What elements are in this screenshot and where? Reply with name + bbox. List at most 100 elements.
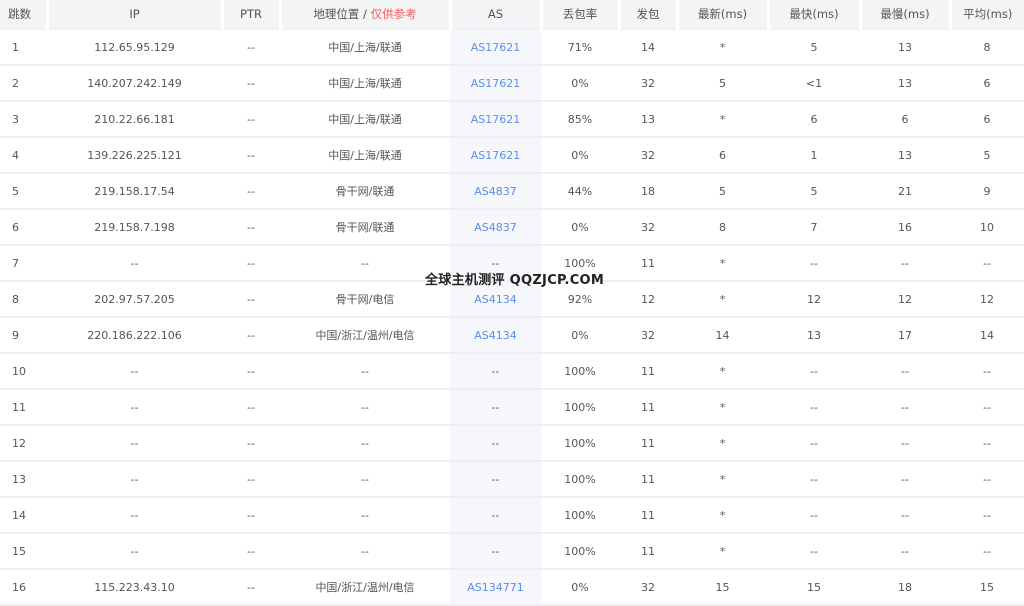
cell-geo: -- [280,497,450,534]
cell-geo: -- [280,425,450,462]
cell-last: 14 [677,317,768,354]
cell-as: -- [450,245,541,282]
table-row: 2 140.207.242.149 -- 中国/上海/联通 AS17621 0% 32 5 <1… [0,65,1024,102]
cell-last: 8 [677,209,768,246]
cell-hop: 8 [0,281,47,318]
cell-hop: 3 [0,101,47,138]
cell-worst: 13 [860,65,950,102]
cell-best: 5 [768,29,860,66]
table-row: 3 210.22.66.181 -- 中国/上海/联通 AS17621 85% 13 * 6 6 6 [0,101,1024,138]
cell-loss: 100% [541,533,619,570]
cell-last: * [677,533,768,570]
table-row: 12 -- -- -- -- 100% 11 * -- -- -- [0,425,1024,462]
cell-best: -- [768,533,860,570]
cell-worst: -- [860,245,950,282]
cell-last: 5 [677,173,768,210]
cell-as[interactable]: AS4837 [450,209,541,246]
cell-sent: 32 [619,317,677,354]
cell-avg: 6 [950,65,1024,102]
table-row: 5 219.158.17.54 -- 骨干网/联通 AS4837 44% 18 5 5 21 9 [0,173,1024,210]
cell-avg: -- [950,389,1024,426]
cell-as[interactable]: AS17621 [450,29,541,66]
cell-loss: 44% [541,173,619,210]
cell-avg: 12 [950,281,1024,318]
cell-geo: -- [280,245,450,282]
cell-hop: 15 [0,533,47,570]
cell-sent: 11 [619,533,677,570]
cell-loss: 71% [541,29,619,66]
cell-hop: 4 [0,137,47,174]
cell-ip: 210.22.66.181 [47,101,222,138]
cell-geo: 中国/浙江/温州/电信 [280,569,450,606]
cell-as[interactable]: AS17621 [450,101,541,138]
cell-last: 6 [677,137,768,174]
cell-last: * [677,281,768,318]
cell-avg: -- [950,245,1024,282]
cell-worst: 13 [860,29,950,66]
table-row: 4 139.226.225.121 -- 中国/上海/联通 AS17621 0% 32 6 1 1… [0,137,1024,174]
cell-avg: 5 [950,137,1024,174]
cell-best: -- [768,497,860,534]
cell-geo: -- [280,389,450,426]
cell-as[interactable]: AS4837 [450,173,541,210]
cell-as[interactable]: AS4134 [450,281,541,318]
cell-sent: 11 [619,245,677,282]
cell-geo: -- [280,461,450,498]
watermark: 全球主机测评 QQZJCP.COM [425,273,605,288]
cell-as[interactable]: AS4134 [450,317,541,354]
cell-last: 5 [677,65,768,102]
table-row: 7 -- -- -- -- 100% 11 * -- -- -- [0,245,1024,282]
cell-loss: 92% [541,281,619,318]
cell-geo: -- [280,353,450,390]
cell-ip: 112.65.95.129 [47,29,222,66]
cell-geo: 骨干网/联通 [280,209,450,246]
cell-as[interactable]: AS17621 [450,137,541,174]
cell-hop: 2 [0,65,47,102]
cell-as: -- [450,461,541,498]
cell-as[interactable]: AS134771 [450,569,541,606]
cell-geo: -- [280,533,450,570]
cell-ptr: -- [222,173,280,210]
header-row: 跳数 IP PTR 地理位置 / 仅供参考 AS 丢包率 发包 最新(ms) 最… [0,0,1024,30]
cell-worst: -- [860,353,950,390]
cell-avg: -- [950,353,1024,390]
cell-last: * [677,101,768,138]
header-geo: 地理位置 / 仅供参考 [278,0,450,30]
cell-as[interactable]: AS17621 [450,65,541,102]
cell-best: -- [768,461,860,498]
cell-ptr: -- [222,353,280,390]
cell-loss: 100% [541,245,619,282]
cell-best: -- [768,245,860,282]
cell-avg: 15 [950,569,1024,606]
header-last: 最新(ms) [675,0,768,30]
cell-loss: 100% [541,353,619,390]
cell-loss: 0% [541,317,619,354]
cell-geo: 骨干网/电信 [280,281,450,318]
table-row: 11 -- -- -- -- 100% 11 * -- -- -- [0,389,1024,426]
cell-last: * [677,425,768,462]
cell-ip: 202.97.57.205 [47,281,222,318]
cell-hop: 12 [0,425,47,462]
cell-best: -- [768,389,860,426]
cell-worst: -- [860,533,950,570]
cell-best: 5 [768,173,860,210]
cell-best: 7 [768,209,860,246]
cell-hop: 14 [0,497,47,534]
cell-worst: -- [860,461,950,498]
cell-ptr: -- [222,245,280,282]
cell-geo: 中国/上海/联通 [280,137,450,174]
cell-sent: 11 [619,425,677,462]
cell-sent: 13 [619,101,677,138]
cell-worst: 17 [860,317,950,354]
cell-loss: 100% [541,497,619,534]
cell-ptr: -- [222,461,280,498]
cell-ptr: -- [222,65,280,102]
cell-worst: 6 [860,101,950,138]
cell-avg: 14 [950,317,1024,354]
table-row: 16 115.223.43.10 -- 中国/浙江/温州/电信 AS134771 0% 32… [0,569,1024,606]
cell-loss: 0% [541,137,619,174]
header-hop: 跳数 [0,0,47,30]
cell-sent: 18 [619,173,677,210]
cell-ip: -- [47,497,222,534]
cell-avg: 8 [950,29,1024,66]
